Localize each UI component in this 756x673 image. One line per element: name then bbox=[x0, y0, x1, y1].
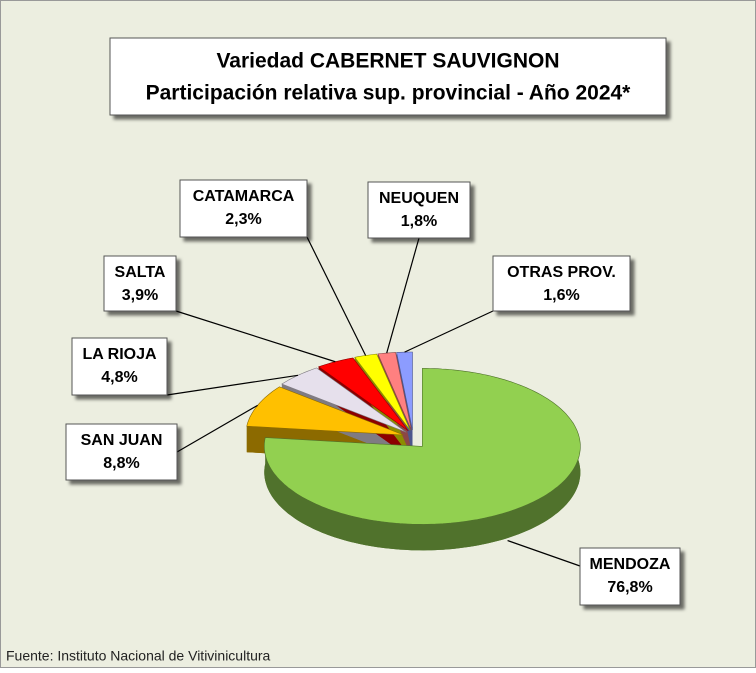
label-value: 2,3% bbox=[225, 211, 261, 228]
label-value: 3,9% bbox=[122, 287, 158, 304]
label-box bbox=[179, 179, 308, 238]
leader-line bbox=[404, 310, 494, 353]
label-value: 76,8% bbox=[607, 579, 652, 596]
label-value: 4,8% bbox=[101, 369, 137, 386]
label-name: MENDOZA bbox=[590, 556, 671, 573]
leader-line bbox=[306, 236, 367, 356]
label-name: LA RIOJA bbox=[82, 346, 157, 363]
label-name: NEUQUEN bbox=[379, 190, 459, 207]
label-box bbox=[65, 423, 178, 481]
title-box bbox=[109, 37, 667, 116]
label-box bbox=[492, 255, 631, 312]
label-name: SALTA bbox=[115, 264, 166, 281]
slice bbox=[281, 367, 407, 433]
leader-line bbox=[175, 310, 336, 363]
label-box bbox=[367, 181, 471, 239]
leader-line bbox=[166, 374, 299, 396]
label-name: CATAMARCA bbox=[193, 188, 295, 205]
leader-line bbox=[386, 237, 420, 354]
chart-title: Variedad CABERNET SAUVIGNON bbox=[216, 50, 559, 73]
label-name: SAN JUAN bbox=[81, 432, 163, 449]
label-box bbox=[71, 337, 168, 396]
leader-line bbox=[176, 404, 258, 453]
slice bbox=[396, 351, 413, 431]
label-value: 8,8% bbox=[103, 455, 139, 472]
label-value: 1,8% bbox=[401, 213, 437, 230]
label-name: OTRAS PROV. bbox=[507, 264, 616, 281]
label-box bbox=[579, 547, 681, 606]
label-box bbox=[103, 255, 177, 312]
leader-line bbox=[507, 539, 581, 567]
slice bbox=[246, 386, 404, 436]
source-note: Fuente: Instituto Nacional de Vitivinicu… bbox=[6, 648, 271, 664]
label-value: 1,6% bbox=[543, 287, 579, 304]
slice bbox=[263, 368, 581, 525]
chart-subtitle: Participación relativa sup. provincial -… bbox=[146, 82, 632, 105]
